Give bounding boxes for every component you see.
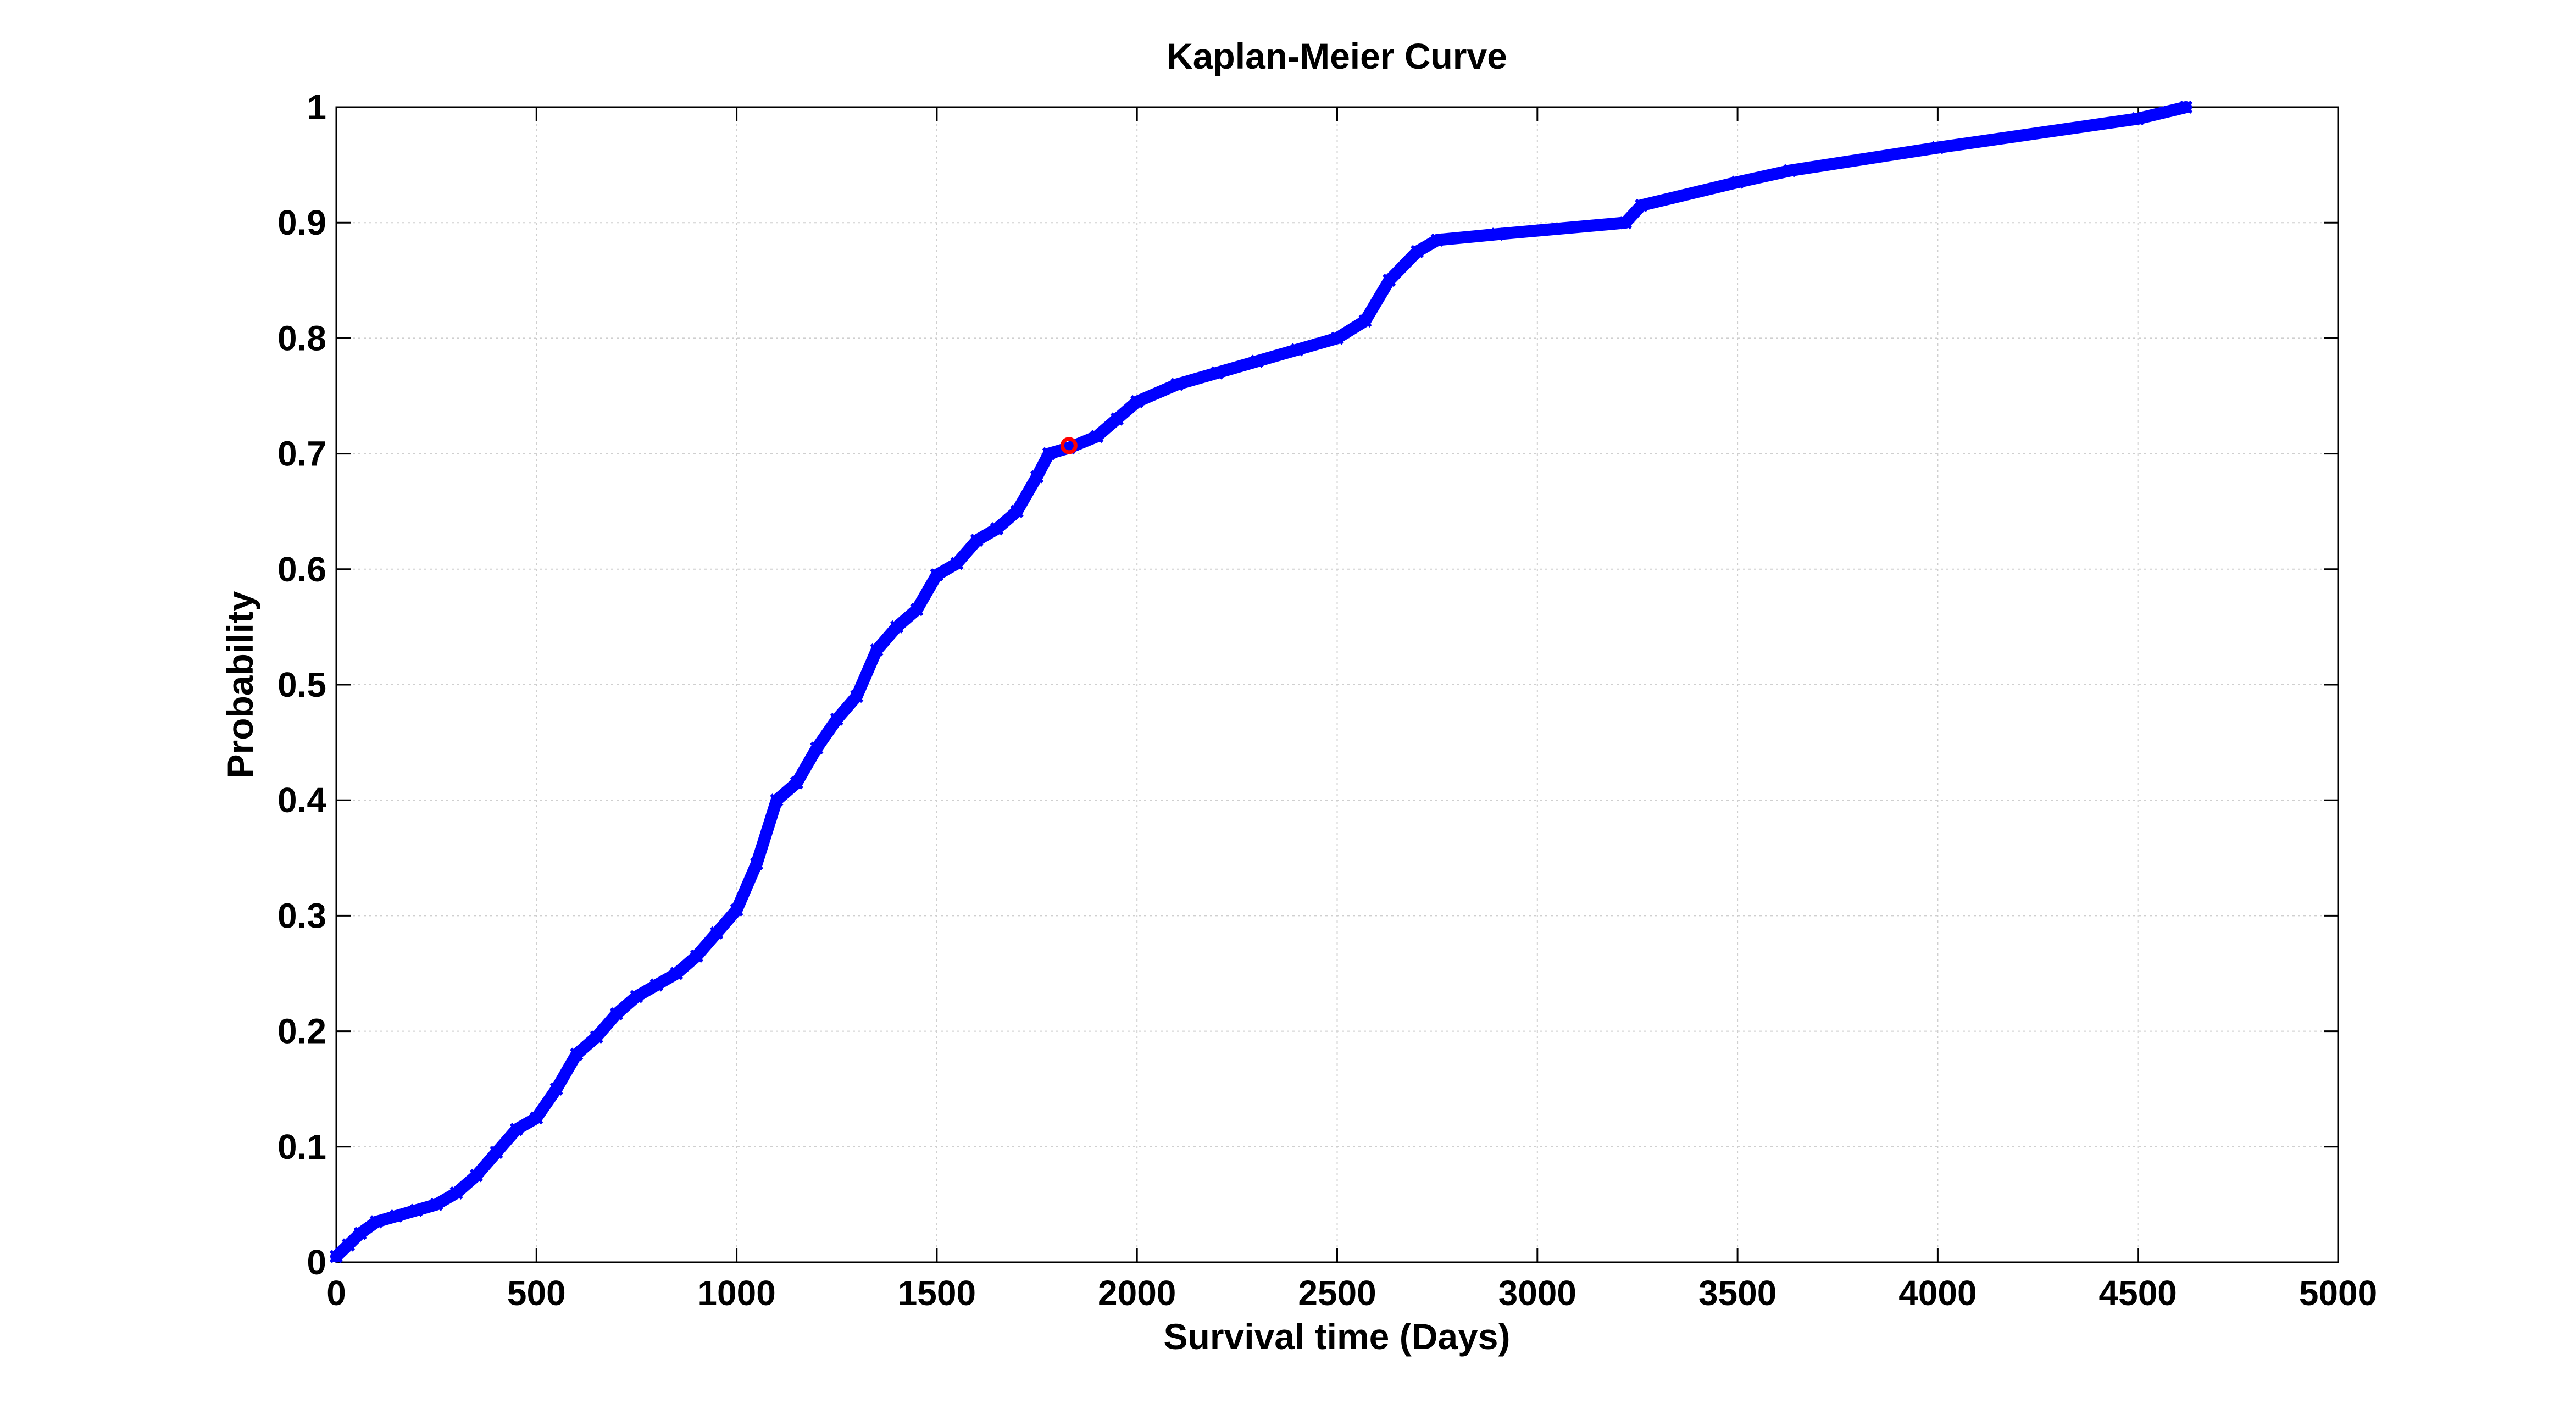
data-point-marker	[810, 741, 824, 755]
data-point-marker	[530, 1111, 543, 1125]
data-point-marker	[690, 949, 703, 963]
x-tick-label: 2500	[1298, 1273, 1376, 1313]
data-point-marker	[1170, 378, 1184, 391]
data-point-marker	[409, 1203, 423, 1217]
data-point-marker	[910, 603, 924, 617]
x-tick-label: 3500	[1698, 1273, 1776, 1313]
data-point-marker	[1618, 216, 1633, 230]
data-point-marker	[2179, 100, 2193, 114]
data-point-marker	[590, 1030, 603, 1044]
data-point-marker	[990, 522, 1004, 536]
data-point-marker	[630, 990, 643, 1003]
data-point-marker	[341, 1238, 355, 1252]
data-point-marker	[830, 712, 843, 726]
y-tick-label: 0.5	[277, 665, 326, 704]
data-point-marker	[710, 926, 724, 940]
data-point-marker	[750, 857, 764, 870]
highlight-point	[1060, 437, 1078, 454]
data-point-marker	[390, 1209, 403, 1223]
x-tick-label: 500	[507, 1273, 566, 1313]
x-tick-labels: 0 500 1000 1500 2000 2500 3000 3500 4000 4500 5000	[326, 1273, 2377, 1313]
y-tick-label: 0.6	[277, 550, 326, 589]
data-point-marker	[730, 903, 743, 917]
data-point-marker	[1010, 504, 1024, 518]
data-point-marker	[649, 978, 664, 992]
data-point-marker	[1090, 429, 1104, 443]
data-point-marker	[1430, 233, 1444, 247]
data-point-marker	[670, 967, 684, 980]
y-tick-label: 0.2	[277, 1012, 326, 1051]
data-point-marker	[1383, 274, 1396, 287]
data-point-marker	[1210, 366, 1224, 380]
grid-layer	[336, 107, 2338, 1262]
data-point-marker	[1490, 227, 1504, 241]
data-point-marker	[449, 1186, 463, 1200]
data-point-marker	[1635, 198, 1648, 212]
x-tick-label: 1000	[697, 1273, 775, 1313]
data-point-marker	[790, 776, 804, 790]
y-tick-label: 0.8	[277, 318, 326, 358]
series-layer	[329, 100, 2193, 1263]
x-tick-label: 2000	[1098, 1273, 1176, 1313]
data-point-marker	[549, 1082, 563, 1096]
chart-title: Kaplan-Meier Curve	[1167, 36, 1507, 76]
data-point-marker	[1030, 470, 1044, 484]
x-tick-label: 3000	[1498, 1273, 1576, 1313]
data-point-marker	[1130, 395, 1144, 409]
x-tick-label: 4000	[1898, 1273, 1977, 1313]
data-point-marker	[930, 568, 944, 582]
data-point-marker	[490, 1146, 503, 1159]
x-tick-label: 0	[326, 1273, 346, 1313]
data-point-marker	[1358, 314, 1372, 328]
data-point-marker	[970, 534, 984, 547]
y-tick-labels: 0 0.1 0.2 0.3 0.4 0.5 0.6 0.7 0.8 0.9 1	[277, 87, 326, 1282]
y-tick-label: 0.1	[277, 1127, 326, 1167]
data-point-marker	[369, 1215, 383, 1229]
data-point-marker	[950, 557, 964, 570]
data-point-marker	[1783, 164, 1796, 177]
data-point-marker	[1110, 412, 1124, 426]
data-point-marker	[770, 793, 784, 807]
data-point-marker	[1730, 175, 1745, 189]
data-point-marker	[870, 643, 884, 657]
x-axis-title: Survival time (Days)	[1164, 1316, 1511, 1357]
data-point-marker	[1330, 331, 1344, 345]
y-tick-label: 0.4	[277, 780, 326, 820]
x-tick-label: 5000	[2299, 1273, 2377, 1313]
y-axis-title: Probability	[220, 591, 260, 778]
plot-frame	[335, 106, 2339, 1263]
data-point-marker	[430, 1197, 443, 1212]
y-tick-label: 0.3	[277, 896, 326, 935]
data-point-marker	[1042, 447, 1056, 460]
data-point-marker	[353, 1227, 367, 1240]
data-point-marker	[609, 1007, 624, 1021]
data-point-marker	[469, 1169, 484, 1183]
y-tick-label: 0	[307, 1242, 326, 1282]
km-survival-line	[330, 101, 2192, 1263]
data-point-marker	[1931, 141, 1945, 154]
data-point-marker	[570, 1047, 584, 1061]
data-point-marker	[1250, 354, 1264, 368]
y-tick-label: 0.7	[277, 434, 326, 474]
x-tick-label: 1500	[898, 1273, 976, 1313]
x-tick-label: 4500	[2099, 1273, 2177, 1313]
data-point-marker	[890, 620, 904, 634]
data-point-marker	[1411, 245, 1424, 258]
data-point-marker	[2131, 112, 2145, 126]
y-tick-label: 0.9	[277, 203, 326, 242]
data-point-marker	[509, 1123, 523, 1136]
marker-layer	[1060, 437, 1078, 454]
data-point-marker	[1290, 343, 1304, 357]
data-point-marker	[329, 1250, 343, 1263]
data-point-marker	[850, 689, 864, 703]
y-tick-label: 1	[307, 87, 326, 127]
